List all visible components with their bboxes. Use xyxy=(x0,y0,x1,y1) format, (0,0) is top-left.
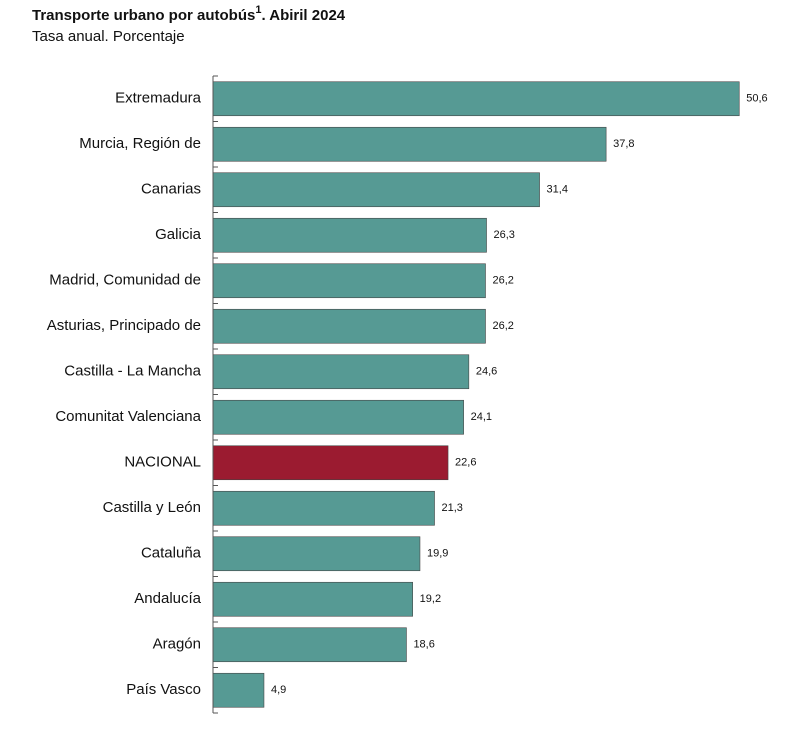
value-label: 26,2 xyxy=(492,320,513,332)
bar xyxy=(212,81,740,117)
y-tick-label: Aragón xyxy=(153,636,201,653)
value-label: 21,3 xyxy=(442,502,463,514)
y-tick-label: Castilla y León xyxy=(103,499,201,516)
y-tick-label: País Vasco xyxy=(126,681,201,698)
value-label: 18,6 xyxy=(413,639,434,651)
y-tick-label: NACIONAL xyxy=(124,454,201,471)
bar xyxy=(212,536,421,572)
bar xyxy=(212,172,540,208)
y-tick-label: Canarias xyxy=(141,181,201,198)
bar xyxy=(212,490,435,526)
bar xyxy=(212,354,470,390)
value-label: 19,9 xyxy=(427,548,448,560)
y-tick-label: Asturias, Principado de xyxy=(47,317,201,334)
y-tick-label: Madrid, Comunidad de xyxy=(49,272,201,289)
bar xyxy=(212,672,265,708)
y-tick-label: Andalucía xyxy=(134,590,201,607)
value-label: 24,6 xyxy=(476,366,497,378)
bar xyxy=(212,217,487,253)
bar xyxy=(212,581,413,617)
value-label: 19,2 xyxy=(420,593,441,605)
bar xyxy=(212,399,464,435)
bar xyxy=(212,308,486,344)
bar xyxy=(212,627,407,663)
bar xyxy=(212,263,486,299)
value-label: 22,6 xyxy=(455,457,476,469)
y-tick-label: Castilla - La Mancha xyxy=(64,363,201,380)
value-label: 26,3 xyxy=(494,229,515,241)
title-main: Transporte urbano por autobús xyxy=(32,7,255,24)
title-suffix: . Abiril 2024 xyxy=(261,7,345,24)
y-tick-label: Extremadura xyxy=(115,90,202,107)
value-label: 37,8 xyxy=(613,138,634,150)
chart-title: Transporte urbano por autobús1. Abiril 2… xyxy=(32,4,346,24)
y-tick-label: Galicia xyxy=(155,226,202,243)
y-tick-label: Murcia, Región de xyxy=(79,135,201,152)
chart-subtitle: Tasa anual. Porcentaje xyxy=(32,28,185,45)
value-label: 26,2 xyxy=(492,275,513,287)
title-note: 1 xyxy=(255,4,261,16)
value-label: 24,1 xyxy=(471,411,492,423)
value-label: 50,6 xyxy=(746,93,767,105)
value-label: 4,9 xyxy=(271,684,286,696)
bar xyxy=(212,445,449,481)
y-tick-label: Comunitat Valenciana xyxy=(55,408,201,425)
bar xyxy=(212,126,607,162)
value-label: 31,4 xyxy=(547,184,568,196)
y-tick-label: Cataluña xyxy=(141,545,202,562)
